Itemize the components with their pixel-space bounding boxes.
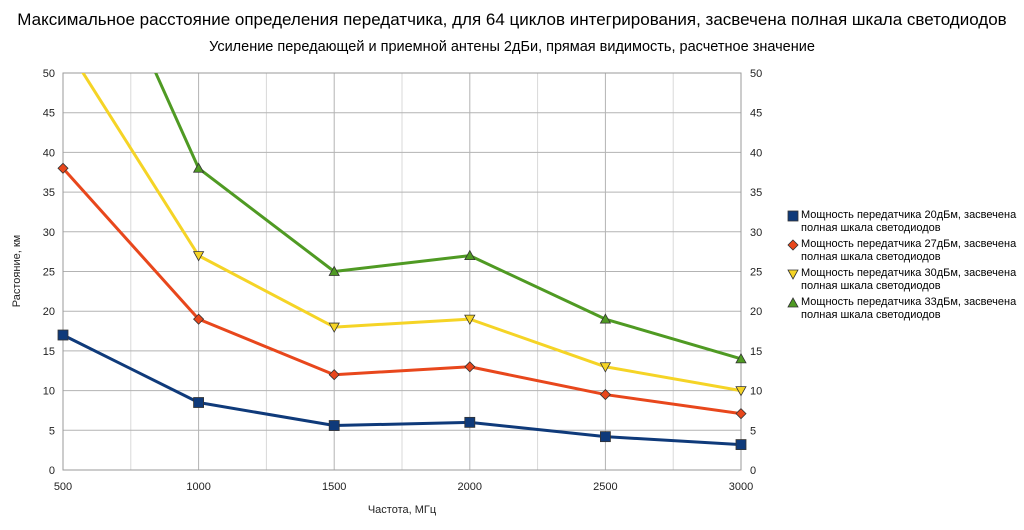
legend-item: Мощность передатчика 27дБм, засвечена по… [787,238,1022,264]
legend-marker-icon [787,239,799,251]
series-2-point [464,361,476,373]
series-4-point [599,313,612,324]
legend-label: Мощность передатчика 27дБм, засвечена по… [801,238,1017,263]
series-4-point [328,265,340,276]
series-4-point [735,353,747,364]
legend-item: Мощность передатчика 30дБм, засвечена по… [787,267,1022,293]
y2-tick-label: 35 [750,187,762,199]
legend-marker-icon [787,210,799,222]
x-tick-label: 3000 [729,481,753,493]
x-axis-label: Частота, МГц [368,504,437,516]
y2-tick-label: 20 [750,306,762,318]
series-2-point [599,389,611,401]
series-2-point [735,408,747,420]
legend-item: Мощность передатчика 20дБм, засвечена по… [787,209,1022,235]
y2-tick-label: 0 [750,465,756,477]
y2-tick-label: 10 [750,386,762,398]
y2-tick-label: 5 [750,425,756,437]
legend-marker-shape [787,239,799,251]
series-2-line [63,167,741,416]
series-1-point [193,397,205,408]
y-tick-label: 40 [43,147,55,159]
y-tick-label: 15 [43,346,55,358]
y-tick-label: 20 [43,306,55,318]
legend-marker-shape [787,210,799,222]
series-4-point [192,162,205,173]
series-1-point [328,420,340,431]
series-1-line [63,333,741,447]
legend-marker-icon [787,269,799,280]
legend-item: Мощность передатчика 33дБм, засвечена по… [787,296,1022,322]
series-4-point [464,249,476,261]
y-tick-label: 30 [43,227,55,239]
x-tick-label: 1000 [186,481,210,493]
y-tick-label: 45 [43,108,55,120]
y-tick-label: 35 [43,187,55,199]
legend-marker-shape [787,269,799,280]
x-tick-label: 500 [54,481,72,493]
y-tick-label: 25 [43,267,55,279]
x-tick-label: 2000 [458,481,482,493]
series-1-point [464,416,476,428]
series-3-point [464,314,476,325]
y2-tick-label: 40 [750,147,762,159]
series-1-point [735,439,747,450]
plot-frame [62,72,742,471]
legend: Мощность передатчика 20дБм, засвечена по… [787,209,1022,325]
series-4-line [154,73,741,361]
y-tick-label: 0 [49,465,55,477]
legend-label: Мощность передатчика 20дБм, засвечена по… [801,209,1017,234]
x-tick-label: 2500 [593,481,617,493]
series-2-point [57,162,69,174]
x-tick-label: 1500 [322,481,346,493]
series-2-point [193,313,205,325]
series-3-line [81,73,741,393]
legend-label: Мощность передатчика 30дБм, засвечена по… [801,267,1017,292]
y-tick-label: 50 [43,68,55,80]
chart-title: Максимальное расстояние определения пере… [17,10,1007,29]
y-axis-label: Растояние, км [11,235,23,307]
y2-tick-label: 45 [750,108,762,120]
y2-tick-label: 30 [750,227,762,239]
legend-label: Мощность передатчика 33дБм, засвечена по… [801,296,1017,321]
y2-tick-label: 25 [750,267,762,279]
y2-tick-label: 15 [750,346,762,358]
legend-marker-icon [787,297,799,308]
y2-tick-label: 50 [750,68,762,80]
series-1-point [57,329,69,341]
series-2-point [328,369,340,381]
legend-marker-shape [787,297,799,308]
series-3-point [192,251,205,262]
y-tick-label: 10 [43,386,55,398]
chart-subtitle: Усиление передающей и приемной антены 2д… [209,39,815,55]
y-tick-label: 5 [49,425,55,437]
series-3-point [599,362,612,373]
series-1-point [600,431,611,443]
series-3-point [735,386,747,397]
series-3-point [328,322,340,333]
